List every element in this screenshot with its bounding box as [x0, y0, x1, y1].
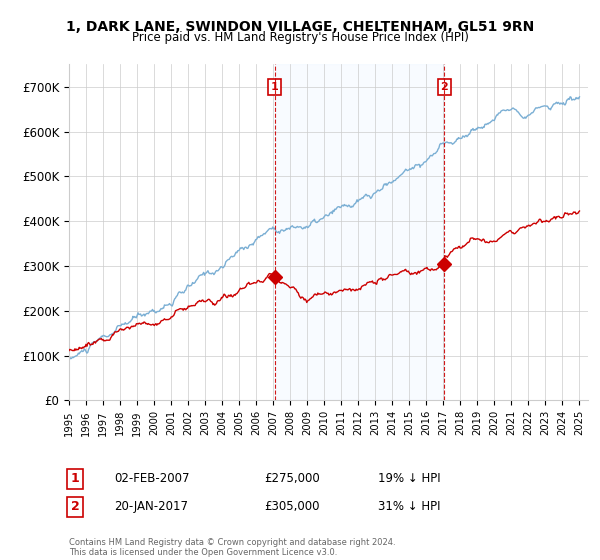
Text: 2: 2: [440, 82, 448, 92]
Text: Contains HM Land Registry data © Crown copyright and database right 2024.
This d: Contains HM Land Registry data © Crown c…: [69, 538, 395, 557]
Text: £275,000: £275,000: [264, 472, 320, 486]
Text: 1, DARK LANE, SWINDON VILLAGE, CHELTENHAM, GL51 9RN: 1, DARK LANE, SWINDON VILLAGE, CHELTENHA…: [66, 20, 534, 34]
Text: 20-JAN-2017: 20-JAN-2017: [114, 500, 188, 514]
Text: 1: 1: [271, 82, 278, 92]
Text: 02-FEB-2007: 02-FEB-2007: [114, 472, 190, 486]
Text: 1: 1: [71, 472, 79, 486]
Text: Price paid vs. HM Land Registry's House Price Index (HPI): Price paid vs. HM Land Registry's House …: [131, 31, 469, 44]
Text: 19% ↓ HPI: 19% ↓ HPI: [378, 472, 440, 486]
Bar: [275, 64, 444, 400]
Text: 2: 2: [71, 500, 79, 514]
Text: 31% ↓ HPI: 31% ↓ HPI: [378, 500, 440, 514]
Text: £305,000: £305,000: [264, 500, 320, 514]
